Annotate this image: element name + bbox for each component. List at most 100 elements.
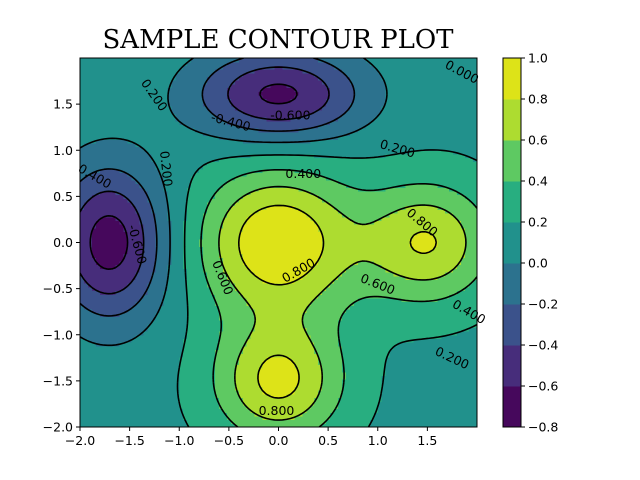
contour-fill-cell <box>163 316 168 321</box>
contour-fill-cell <box>175 305 180 310</box>
contour-fill-cell <box>413 319 419 325</box>
contour-fill-cell <box>429 305 434 310</box>
contour-fill-cell <box>151 367 157 373</box>
contour-fill-cell <box>286 349 292 354</box>
contour-fill-cell <box>449 253 454 258</box>
contour-fill-cell <box>314 360 319 365</box>
contour-fill-cell <box>278 249 284 255</box>
contour-fill-cell <box>334 305 339 310</box>
contour-fill-cell <box>103 308 109 314</box>
contour-fill-cell <box>211 345 216 351</box>
contour-fill-cell <box>286 404 292 410</box>
contour-fill-cell <box>242 275 248 280</box>
contour-fill-cell <box>330 316 335 321</box>
contour-fill-cell <box>127 249 133 255</box>
contour-fill-cell <box>230 390 236 395</box>
contour-fill-cell <box>203 334 208 340</box>
contour-fill-cell <box>266 301 272 306</box>
contour-fill-cell <box>465 290 470 295</box>
contour-fill-cell <box>282 272 288 277</box>
contour-fill-cell <box>278 246 284 251</box>
contour-fill-cell <box>437 279 442 284</box>
contour-fill-cell <box>175 246 180 251</box>
contour-fill-cell <box>322 338 327 343</box>
contour-fill-cell <box>99 353 105 358</box>
contour-fill-cell <box>258 275 264 280</box>
contour-fill-cell <box>119 353 125 358</box>
contour-fill-cell <box>437 249 442 255</box>
contour-fill-cell <box>453 308 458 314</box>
contour-fill-cell <box>171 301 176 306</box>
contour-fill-cell <box>207 305 212 310</box>
contour-fill-cell <box>409 316 415 321</box>
contour-fill-cell <box>389 279 395 284</box>
contour-fill-cell <box>179 305 184 310</box>
contour-fill-cell <box>99 334 105 340</box>
contour-fill-cell <box>179 379 184 384</box>
contour-fill-cell <box>393 308 399 314</box>
contour-fill-cell <box>405 342 411 347</box>
contour-fill-cell <box>179 294 184 299</box>
contour-fill-cell <box>226 371 232 376</box>
contour-fill-cell <box>230 393 236 399</box>
contour-fill-cell <box>191 423 196 427</box>
contour-fill-cell <box>274 264 280 269</box>
contour-fill-cell <box>330 390 335 395</box>
contour-fill-cell <box>445 367 450 373</box>
contour-fill-cell <box>111 327 117 332</box>
contour-fill-cell <box>353 390 359 395</box>
contour-fill-cell <box>441 308 446 314</box>
contour-fill-cell <box>262 290 268 295</box>
contour-fill-cell <box>222 390 228 395</box>
contour-fill-cell <box>111 319 117 325</box>
contour-fill-cell <box>306 272 311 277</box>
contour-fill-cell <box>127 327 133 332</box>
contour-fill-cell <box>278 412 284 417</box>
contour-fill-cell <box>417 371 423 376</box>
contour-fill-cell <box>425 242 430 247</box>
contour-fill-cell <box>349 401 355 406</box>
contour-fill-cell <box>107 257 113 262</box>
contour-fill-cell <box>381 331 387 336</box>
contour-fill-cell <box>187 316 192 321</box>
contour-fill-cell <box>270 297 276 303</box>
contour-fill-cell <box>445 379 450 384</box>
contour-fill-cell <box>203 386 208 391</box>
contour-fill-cell <box>381 360 387 365</box>
contour-fill-cell <box>294 353 299 358</box>
contour-fill-cell <box>222 334 228 340</box>
contour-fill-cell <box>290 283 295 288</box>
contour-fill-cell <box>473 272 477 277</box>
contour-fill-cell <box>465 367 470 373</box>
contour-fill-cell <box>107 297 113 303</box>
contour-fill-cell <box>234 415 240 421</box>
contour-fill-cell <box>99 294 105 299</box>
contour-fill-cell <box>127 301 133 306</box>
contour-fill-cell <box>199 382 204 388</box>
contour-fill-cell <box>306 408 311 413</box>
contour-fill-cell <box>306 338 311 343</box>
contour-fill-cell <box>203 342 208 347</box>
contour-fill-cell <box>357 294 363 299</box>
contour-fill-cell <box>381 264 387 269</box>
contour-fill-cell <box>274 272 280 277</box>
contour-fill-cell <box>421 408 426 413</box>
contour-fill-cell <box>187 283 192 288</box>
contour-fill-cell <box>425 319 430 325</box>
contour-fill-cell <box>80 356 85 362</box>
contour-fill-cell <box>211 412 216 417</box>
contour-fill-cell <box>441 286 446 292</box>
contour-fill-cell <box>262 316 268 321</box>
contour-fill-cell <box>385 390 391 395</box>
contour-fill-cell <box>83 286 89 292</box>
contour-fill-cell <box>250 312 256 317</box>
contour-fill-cell <box>389 312 395 317</box>
contour-fill-cell <box>207 345 212 351</box>
contour-fill-cell <box>195 382 200 388</box>
chart-title: SAMPLE CONTOUR PLOT <box>103 25 455 55</box>
contour-fill-cell <box>457 412 462 417</box>
contour-fill-cell <box>83 390 89 395</box>
contour-fill-cell <box>143 242 149 247</box>
contour-fill-cell <box>99 338 105 343</box>
contour-fill-cell <box>365 345 371 351</box>
